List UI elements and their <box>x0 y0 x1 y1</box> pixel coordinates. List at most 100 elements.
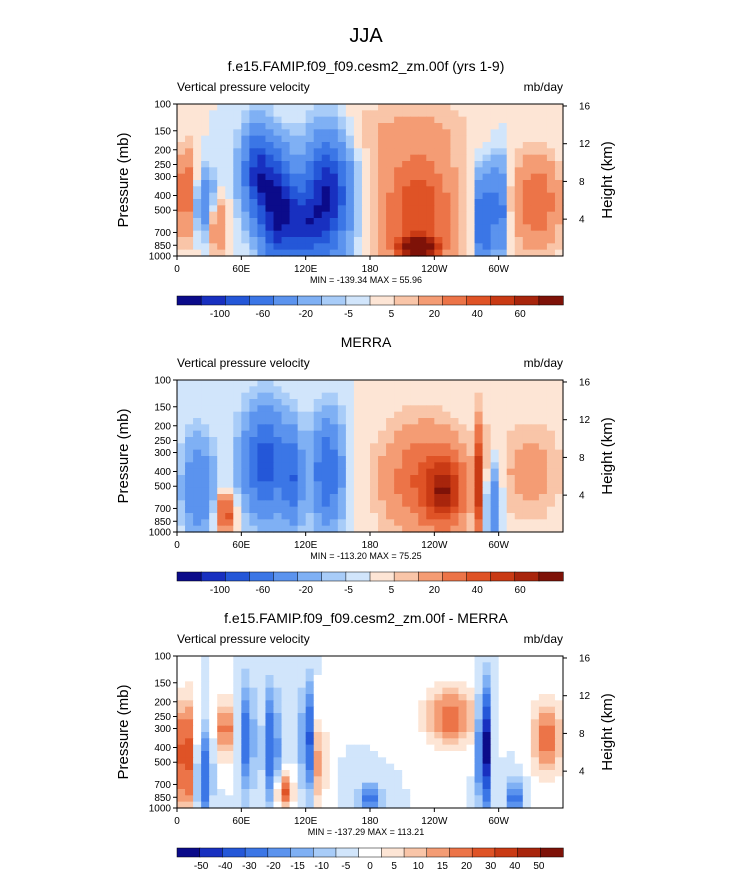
field-cell <box>281 706 291 714</box>
field-cell <box>225 399 234 406</box>
field-cell <box>498 694 508 701</box>
field-cell <box>217 776 226 784</box>
field-cell <box>482 418 492 425</box>
field-cell <box>466 668 476 676</box>
field-cell <box>297 424 307 432</box>
field-cell <box>337 437 347 444</box>
field-cell <box>482 751 492 758</box>
y-tick-label: 300 <box>154 724 171 735</box>
field-cell <box>249 713 259 720</box>
field-cell <box>257 205 267 213</box>
field-cell <box>201 148 210 156</box>
field-cell <box>410 475 419 482</box>
field-cell <box>482 506 492 514</box>
field-cell <box>241 167 250 175</box>
field-cell <box>450 418 460 425</box>
field-cell <box>410 795 419 803</box>
field-cell <box>257 237 267 244</box>
field-cell <box>353 475 363 482</box>
field-cell <box>514 418 524 425</box>
field-cell <box>329 706 339 714</box>
field-cell <box>241 411 250 419</box>
field-cell <box>289 713 299 720</box>
field-cell <box>361 186 371 194</box>
field-cell <box>418 116 427 124</box>
field-cell <box>297 186 307 194</box>
field-cell <box>378 154 387 162</box>
field-cell <box>217 719 226 727</box>
field-cell <box>265 675 275 682</box>
field-cell <box>490 513 500 520</box>
field-cell <box>185 738 194 746</box>
colorbar-swatch <box>538 571 564 582</box>
field-cell <box>337 237 347 244</box>
field-cell <box>466 713 476 720</box>
field-cell <box>458 237 468 244</box>
field-cell <box>418 795 427 803</box>
field-cell <box>281 443 291 451</box>
field-cell <box>522 424 532 432</box>
field-cell <box>345 129 355 137</box>
field-cell <box>490 123 500 130</box>
field-cell <box>281 725 291 733</box>
field-cell <box>442 154 452 162</box>
field-cell <box>305 763 315 771</box>
field-cell <box>554 173 564 181</box>
field-cell <box>249 763 259 771</box>
field-cell <box>474 154 484 162</box>
field-cell <box>402 519 411 527</box>
field-cell <box>474 776 484 784</box>
field-cell <box>265 662 275 670</box>
field-cell <box>329 437 339 444</box>
field-cell <box>410 437 419 444</box>
field-cell <box>458 205 468 213</box>
field-cell <box>466 801 476 809</box>
field-cell <box>426 424 435 432</box>
field-cell <box>289 211 299 219</box>
field-cell <box>554 487 564 495</box>
field-cell <box>410 135 419 143</box>
field-cell <box>450 167 460 175</box>
field-cell <box>281 116 291 124</box>
field-cell <box>185 437 194 444</box>
field-cell <box>257 243 267 251</box>
field-cell <box>402 135 411 143</box>
field-cell <box>514 430 524 438</box>
field-cell <box>321 494 331 501</box>
field-cell <box>370 487 379 495</box>
field-cell <box>257 218 267 225</box>
field-cell <box>498 449 508 457</box>
field-cell <box>514 494 524 501</box>
field-cell <box>410 405 419 413</box>
field-cell <box>402 411 411 419</box>
field-cell <box>546 662 556 670</box>
field-cell <box>554 218 564 225</box>
field-cell <box>554 167 564 175</box>
field-cell <box>490 154 500 162</box>
field-cell <box>402 795 411 803</box>
field-cell <box>329 142 339 149</box>
field-cell <box>426 392 435 400</box>
field-cell <box>249 732 259 739</box>
field-cell <box>273 506 283 514</box>
field-cell <box>257 249 267 257</box>
field-cell <box>273 243 283 251</box>
field-cell <box>225 751 234 758</box>
field-cell <box>289 719 299 727</box>
field-cell <box>546 116 556 124</box>
field-cell <box>506 500 516 508</box>
field-cell <box>410 706 419 714</box>
field-cell <box>482 770 492 777</box>
field-cell <box>329 719 339 727</box>
field-cell <box>546 380 556 387</box>
field-cell <box>257 525 267 533</box>
right-tick-label: 4 <box>579 767 585 778</box>
colorbar-label: 20 <box>429 309 441 320</box>
field-cell <box>209 437 218 444</box>
field-cell <box>538 456 548 463</box>
field-cell <box>538 719 548 727</box>
field-cell <box>498 218 508 225</box>
field-cell <box>378 243 387 251</box>
field-cell <box>345 763 355 771</box>
